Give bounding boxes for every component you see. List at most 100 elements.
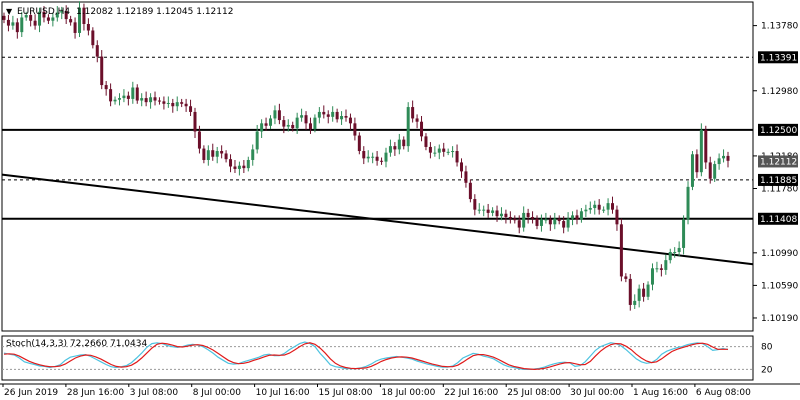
candle	[495, 205, 499, 222]
time-tick-label: 18 Jul 00:00	[381, 388, 435, 398]
candle-body	[171, 102, 175, 107]
candle	[140, 93, 144, 107]
candle-body	[15, 22, 19, 33]
candle-body	[553, 218, 557, 225]
candle	[78, 1, 82, 38]
candle	[11, 15, 15, 30]
candle-body	[606, 203, 610, 210]
candle	[144, 91, 148, 107]
candle	[557, 215, 561, 225]
candle-body	[388, 146, 392, 153]
candle-body	[539, 219, 543, 226]
candle	[384, 147, 388, 168]
candle	[153, 91, 157, 106]
candle-body	[304, 115, 308, 124]
candle	[428, 142, 432, 159]
candle	[504, 209, 508, 224]
candle-body	[251, 149, 255, 160]
candle	[726, 151, 730, 168]
candle-body	[504, 213, 508, 217]
candle-body	[73, 22, 77, 33]
candle-body	[531, 216, 535, 219]
candle-body	[393, 146, 397, 150]
candle	[2, 12, 6, 24]
candle	[193, 107, 197, 138]
candle	[282, 116, 286, 134]
candle	[264, 117, 268, 131]
candle-body	[495, 210, 499, 217]
candle-body	[526, 212, 530, 217]
candle-body	[362, 151, 366, 159]
candle	[82, 3, 86, 31]
candle	[433, 146, 437, 157]
candle-body	[619, 224, 623, 277]
candle-body	[331, 111, 335, 117]
candle	[211, 143, 215, 161]
time-tick-label: 28 Jun 16:00	[67, 388, 124, 398]
candle-body	[353, 123, 357, 136]
level-price-box: 1.11885	[758, 173, 798, 186]
candle	[366, 150, 370, 163]
candle	[353, 117, 357, 141]
candle	[135, 84, 139, 104]
candle-body	[295, 117, 299, 129]
candle	[171, 98, 175, 113]
candle-body	[442, 148, 446, 152]
candle-body	[468, 182, 472, 200]
candle	[588, 201, 592, 214]
candle	[499, 207, 503, 221]
candle	[317, 107, 321, 124]
candle-body	[642, 288, 646, 297]
candle-body	[286, 124, 290, 127]
candle	[24, 11, 28, 21]
candle-body	[117, 98, 121, 100]
dropdown-arrow-icon[interactable]: ▼	[6, 7, 13, 16]
candle	[477, 203, 481, 214]
candle	[415, 114, 419, 129]
candle-body	[197, 131, 201, 149]
candle	[704, 125, 708, 169]
candle-body	[522, 212, 526, 228]
candle	[60, 6, 64, 20]
candle-body	[300, 115, 304, 118]
stoch-series-main	[3, 341, 729, 370]
candle-body	[508, 216, 512, 219]
candle	[260, 119, 264, 138]
candle	[571, 211, 575, 226]
candle-body	[633, 300, 637, 305]
candle-body	[340, 116, 344, 120]
level-box-bg	[758, 51, 798, 64]
candle-body	[291, 124, 295, 129]
candle-body	[459, 162, 463, 172]
candle	[348, 113, 352, 130]
candle-body	[628, 278, 632, 305]
candle-body	[69, 19, 73, 23]
candle-body	[588, 208, 592, 210]
candle	[113, 96, 117, 105]
level-box-bg	[758, 173, 798, 186]
candle-body	[579, 211, 583, 220]
candle-body	[650, 268, 654, 285]
candle-body	[517, 220, 521, 228]
candle	[255, 124, 259, 154]
candle	[553, 212, 557, 230]
candle-body	[357, 135, 361, 152]
candle	[246, 156, 250, 172]
candle-body	[104, 85, 108, 90]
candle-body	[220, 151, 224, 154]
candle	[51, 12, 55, 27]
candle-body	[713, 164, 717, 179]
candle	[522, 206, 526, 232]
candle	[437, 144, 441, 160]
candle-body	[78, 7, 82, 33]
candle-body	[424, 136, 428, 147]
candle	[126, 91, 130, 106]
candle	[637, 284, 641, 308]
candle-body	[584, 209, 588, 212]
candle-body	[455, 151, 459, 163]
candle-body	[140, 98, 144, 101]
price-tick-label: 1.10990	[761, 249, 798, 259]
candle-body	[29, 15, 33, 21]
candle	[575, 209, 579, 225]
candle	[562, 216, 566, 234]
